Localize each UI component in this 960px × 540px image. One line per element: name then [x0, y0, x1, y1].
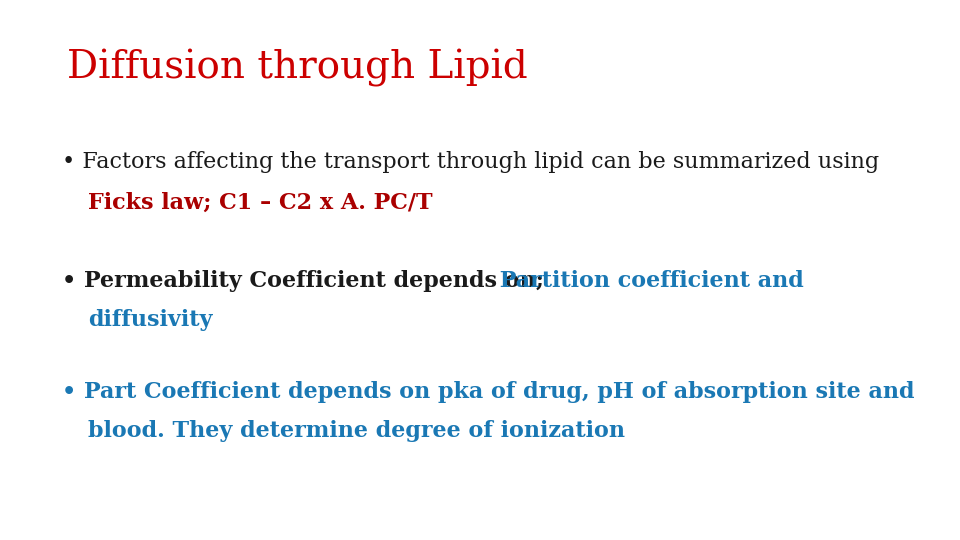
Text: blood. They determine degree of ionization: blood. They determine degree of ionizati…: [88, 420, 625, 442]
Text: Diffusion through Lipid: Diffusion through Lipid: [67, 49, 528, 86]
Text: • Factors affecting the transport through lipid can be summarized using: • Factors affecting the transport throug…: [62, 151, 879, 173]
Text: • Permeability Coefficient depends on;: • Permeability Coefficient depends on;: [62, 270, 544, 292]
Text: • Part Coefficient depends on pka of drug, pH of absorption site and: • Part Coefficient depends on pka of dru…: [62, 381, 915, 403]
Text: diffusivity: diffusivity: [88, 309, 213, 331]
Text: Ficks law; C1 – C2 x A. PC/T: Ficks law; C1 – C2 x A. PC/T: [88, 192, 433, 214]
Text: • Permeability Coefficient depends on; Partition coefficient and: • Permeability Coefficient depends on; P…: [62, 270, 856, 292]
Text: Partition coefficient and: Partition coefficient and: [492, 270, 804, 292]
